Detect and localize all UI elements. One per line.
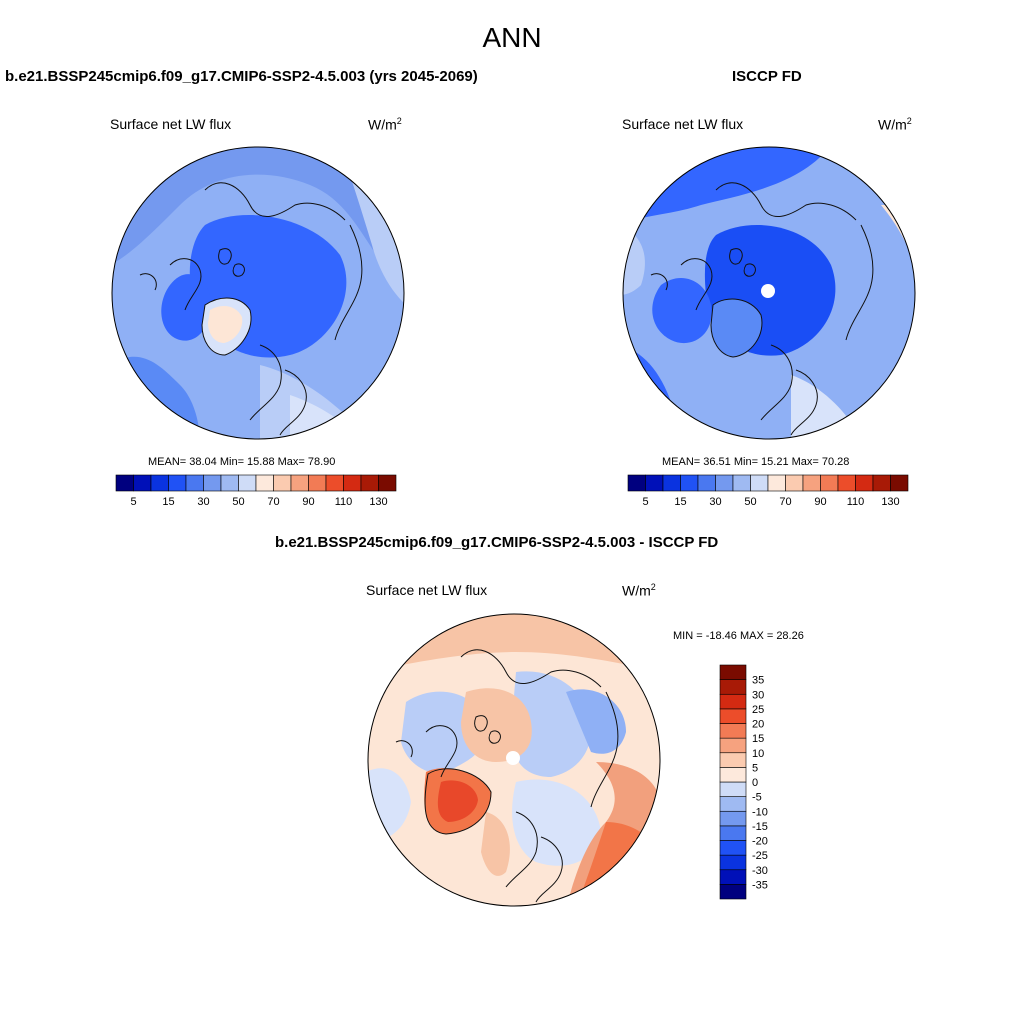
panel1-colorbar-box xyxy=(220,474,239,492)
panel3-colorbar-box xyxy=(719,869,747,885)
panel1-colorbar-box xyxy=(378,474,397,492)
panel2-stats: MEAN= 36.51 Min= 15.21 Max= 70.28 xyxy=(662,456,850,468)
panel3-colorbar-tick-label: -5 xyxy=(752,792,762,804)
panel1-colorbar-box xyxy=(168,474,187,492)
panel2-colorbar-box xyxy=(732,474,751,492)
panel1-units: W/m2 xyxy=(368,116,402,133)
panel3-colorbar-tick-label: -30 xyxy=(752,865,768,877)
panel2-colorbar-box xyxy=(680,474,699,492)
panel1-colorbar-box xyxy=(238,474,257,492)
panel3-colorbar-tick-label: -10 xyxy=(752,806,768,818)
panel3-colorbar-box xyxy=(719,810,747,827)
panel2-colorbar-tick-label: 110 xyxy=(847,496,865,508)
panel3-colorbar-tick-label: -20 xyxy=(752,836,768,848)
panel1-colorbar-box xyxy=(115,474,134,492)
panel1-stats: MEAN= 38.04 Min= 15.88 Max= 78.90 xyxy=(148,456,336,468)
panel3-colorbar-tick-label: 10 xyxy=(752,748,764,760)
page-title: ANN xyxy=(482,22,542,53)
panel1-field-label: Surface net LW flux xyxy=(110,116,232,132)
panel2-colorbar-box xyxy=(785,474,804,492)
panel3-colorbar-box xyxy=(719,854,747,871)
panel2-colorbar-tick-label: 30 xyxy=(709,496,721,508)
panel2-colorbar-box xyxy=(662,474,681,492)
panel2-colorbar-tick-label: 15 xyxy=(674,496,686,508)
panel2-colorbar-tick-label: 90 xyxy=(814,496,826,508)
panel1-colorbar-tick-label: 15 xyxy=(162,496,174,508)
panel2-colorbar-box xyxy=(855,474,874,492)
panel1-colorbar-box xyxy=(325,474,344,492)
panel3-colorbar-tick-label: 30 xyxy=(752,689,764,701)
panel3-colorbar-box xyxy=(719,825,747,841)
panel2-colorbar-box xyxy=(890,474,909,492)
panel3-stats: MIN = -18.46 MAX = 28.26 xyxy=(673,630,804,642)
panel3-units: W/m2 xyxy=(622,582,656,599)
panel1-colorbar-box xyxy=(203,474,222,492)
panel3-colorbar-box xyxy=(719,708,747,724)
panel2-colorbar-tick-label: 50 xyxy=(744,496,756,508)
panel1-colorbar-tick-label: 50 xyxy=(232,496,244,508)
panel1-colorbar-box xyxy=(360,474,379,492)
panel3-polar-map xyxy=(367,613,661,907)
panel3-colorbar-tick-label: -35 xyxy=(752,879,768,891)
panel3-colorbar-box xyxy=(719,664,747,680)
panel1-colorbar: 5 15 30 50 70 90 110 130 xyxy=(115,474,397,508)
panel3-colorbar-box xyxy=(719,884,747,900)
panel2-colorbar-box xyxy=(627,474,646,492)
panel1-colorbar-box xyxy=(185,474,204,492)
panel2-colorbar-tick-label: 130 xyxy=(881,496,899,508)
panel3-colorbar-tick-label: 20 xyxy=(752,719,764,731)
panel2-colorbar-box xyxy=(645,474,664,492)
panel1-colorbar-box xyxy=(290,474,309,492)
panel3-field-label: Surface net LW flux xyxy=(366,582,488,598)
panel3-colorbar-tick-label: 35 xyxy=(752,675,764,687)
panel2-colorbar-box xyxy=(750,474,769,492)
panel1-colorbar-box xyxy=(308,474,327,492)
panel1-colorbar-tick-label: 90 xyxy=(302,496,314,508)
panel1-colorbar-box xyxy=(343,474,362,492)
panel2-colorbar-tick-label: 70 xyxy=(779,496,791,508)
panel3-colorbar-tick-label: -25 xyxy=(752,850,768,862)
panel2-colorbar-box xyxy=(837,474,856,492)
panel2-colorbar-box xyxy=(872,474,891,492)
panel1-case-title: b.e21.BSSP245cmip6.f09_g17.CMIP6-SSP2-4.… xyxy=(5,68,478,85)
panel2-colorbar-box xyxy=(697,474,716,492)
panel2-colorbar-box xyxy=(802,474,821,492)
panel3-colorbar-box xyxy=(719,679,747,695)
panel2-field-label: Surface net LW flux xyxy=(622,116,744,132)
panel3-colorbar-tick-label: 25 xyxy=(752,704,764,716)
panel3-colorbar-tick-label: -15 xyxy=(752,821,768,833)
panel2-case-title: ISCCP FD xyxy=(732,68,802,85)
panel1-colorbar-tick-label: 5 xyxy=(130,496,136,508)
panel1-colorbar-tick-label: 130 xyxy=(369,496,387,508)
panel1-colorbar-tick-label: 70 xyxy=(267,496,279,508)
panel3-colorbar-box xyxy=(719,737,747,754)
panel1-colorbar-box xyxy=(133,474,152,492)
panel3-colorbar-box xyxy=(719,723,747,739)
panel2-colorbar-box xyxy=(715,474,734,492)
panel1-colorbar-box xyxy=(150,474,169,492)
panel3-colorbar-box xyxy=(719,781,747,797)
panel3-colorbar-box xyxy=(719,840,747,856)
panel3-colorbar-box xyxy=(719,796,747,812)
panel3-colorbar-box xyxy=(719,693,747,710)
panel1-colorbar-box xyxy=(255,474,274,492)
panel3-colorbar-box xyxy=(719,752,747,768)
panel2-colorbar-tick-label: 5 xyxy=(642,496,648,508)
panel3-colorbar-tick-label: 5 xyxy=(752,762,758,774)
panel3-colorbar-tick-label: 0 xyxy=(752,777,758,789)
panel2-colorbar-box xyxy=(767,474,786,492)
panel3-colorbar-tick-label: 15 xyxy=(752,733,764,745)
panel1-colorbar-tick-label: 110 xyxy=(335,496,353,508)
panel2-colorbar: 5 15 30 50 70 90 110 130 xyxy=(627,474,909,508)
panel3-colorbar: 35 30 25 20 15 10 5 0 -5 -10 -15 -20 -25 -30 -35 xyxy=(719,664,768,900)
panel2-polar-map xyxy=(622,146,916,440)
panel2-units: W/m2 xyxy=(878,116,912,133)
panel3-case-title: b.e21.BSSP245cmip6.f09_g17.CMIP6-SSP2-4.… xyxy=(275,534,719,551)
panel1-polar-map xyxy=(111,146,405,440)
panel1-colorbar-tick-label: 30 xyxy=(197,496,209,508)
panel2-colorbar-box xyxy=(820,474,839,492)
panel3-colorbar-box xyxy=(719,767,747,783)
panel1-colorbar-box xyxy=(273,474,292,492)
